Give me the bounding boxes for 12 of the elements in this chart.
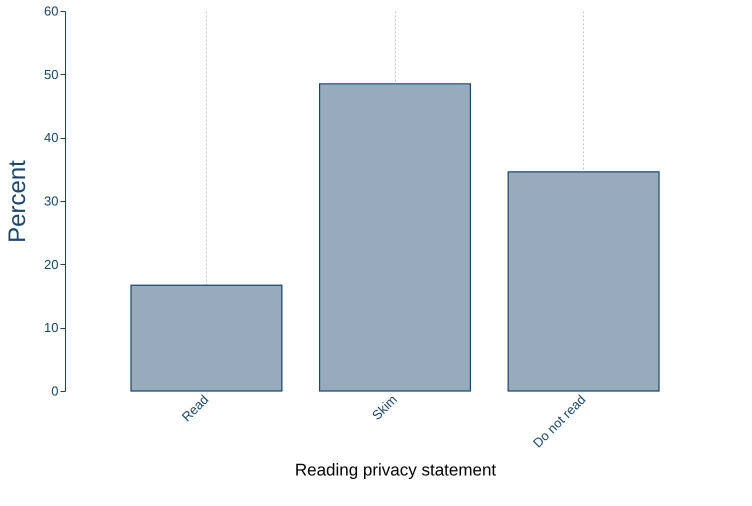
y-tick-label: 60: [44, 4, 58, 18]
y-tick-label: 50: [44, 66, 58, 82]
bar: [130, 284, 282, 392]
y-tick-label: 40: [44, 130, 58, 146]
x-axis-title: Reading privacy statement: [294, 460, 496, 480]
y-axis-title: Percent: [4, 160, 32, 243]
bar: [318, 83, 472, 392]
y-tick-label: 30: [44, 194, 58, 208]
y-tick-label: 10: [44, 320, 58, 336]
bar: [508, 171, 660, 392]
y-tick-label: 20: [44, 256, 58, 272]
y-tick-label: 0: [51, 384, 58, 398]
